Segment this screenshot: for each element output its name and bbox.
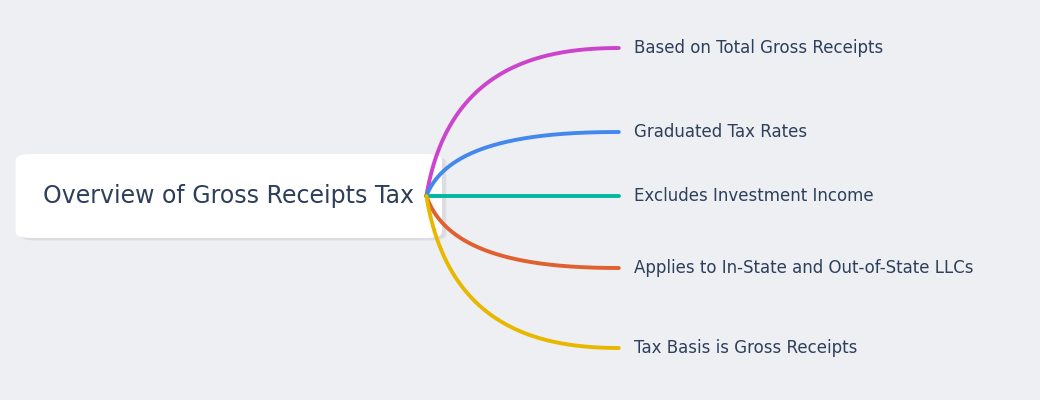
Text: Overview of Gross Receipts Tax: Overview of Gross Receipts Tax — [44, 184, 414, 208]
Text: Tax Basis is Gross Receipts: Tax Basis is Gross Receipts — [634, 339, 858, 357]
FancyBboxPatch shape — [16, 154, 442, 238]
Text: Applies to In-State and Out-of-State LLCs: Applies to In-State and Out-of-State LLC… — [634, 259, 973, 277]
FancyBboxPatch shape — [20, 156, 446, 240]
Text: Based on Total Gross Receipts: Based on Total Gross Receipts — [634, 39, 884, 57]
Text: Graduated Tax Rates: Graduated Tax Rates — [634, 123, 807, 141]
Text: Excludes Investment Income: Excludes Investment Income — [634, 187, 874, 205]
